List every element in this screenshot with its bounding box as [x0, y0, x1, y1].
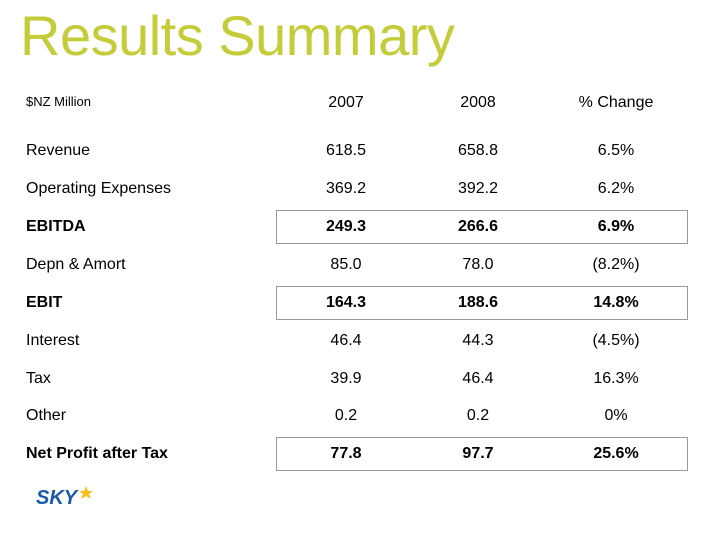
cell-v2008: 46.4: [462, 370, 494, 387]
row-label: Interest: [26, 332, 80, 349]
cell-v2008: 0.2: [466, 407, 490, 424]
row-label: Tax: [26, 370, 51, 387]
highlight-box: [276, 437, 688, 471]
table-row: Depn & Amort 85.0 78.0 (8.2%): [0, 247, 720, 283]
cell-v2007: 46.4: [330, 332, 362, 349]
table-row: Interest 46.4 44.3 (4.5%): [0, 323, 720, 359]
logo-text: SKY: [36, 487, 79, 509]
cell-v2007: 77.8: [330, 445, 362, 462]
cell-v2007: 164.3: [325, 294, 367, 311]
cell-change: 0%: [604, 407, 628, 424]
column-header-2007: 2007: [328, 94, 364, 111]
cell-change: 6.5%: [597, 142, 635, 159]
cell-v2008: 392.2: [457, 180, 499, 197]
row-label: Operating Expenses: [26, 180, 171, 197]
cell-change: 16.3%: [593, 370, 639, 387]
cell-v2007: 618.5: [325, 142, 367, 159]
row-label: Other: [26, 407, 67, 424]
cell-v2007: 0.2: [334, 407, 358, 424]
highlight-box: [276, 210, 688, 244]
cell-change: 14.8%: [593, 294, 639, 311]
column-header-2008: 2008: [460, 94, 496, 111]
table-row: Other 0.2 0.2 0%: [0, 398, 720, 434]
cell-v2008: 266.6: [457, 218, 499, 235]
cell-v2008: 658.8: [457, 142, 499, 159]
cell-change: 6.2%: [597, 180, 635, 197]
row-label: Depn & Amort: [26, 256, 126, 273]
table-row: Revenue 618.5 658.8 6.5%: [0, 133, 720, 169]
cell-v2008: 97.7: [462, 445, 494, 462]
table-row: Tax 39.9 46.4 16.3%: [0, 361, 720, 397]
table-row: Operating Expenses 369.2 392.2 6.2%: [0, 171, 720, 207]
column-header-change: % Change: [578, 94, 654, 111]
cell-v2007: 39.9: [330, 370, 362, 387]
cell-change: 25.6%: [593, 445, 639, 462]
cell-v2008: 78.0: [462, 256, 494, 273]
highlight-box: [276, 286, 688, 320]
table-row: EBITDA 249.3 266.6 6.9%: [0, 209, 720, 245]
cell-v2007: 85.0: [330, 256, 362, 273]
page-title: Results Summary: [20, 4, 455, 67]
unit-label: $NZ Million: [26, 94, 92, 109]
cell-change: 6.9%: [597, 218, 635, 235]
row-label: Revenue: [26, 142, 91, 159]
table-row: EBIT 164.3 188.6 14.8%: [0, 285, 720, 321]
row-label: EBIT: [26, 294, 63, 311]
cell-v2007: 369.2: [325, 180, 367, 197]
sky-logo: SKY: [36, 486, 93, 509]
table-row: Net Profit after Tax 77.8 97.7 25.6%: [0, 436, 720, 472]
cell-v2008: 188.6: [457, 294, 499, 311]
cell-change: (8.2%): [592, 256, 640, 273]
cell-v2008: 44.3: [462, 332, 494, 349]
logo-star-icon: [79, 486, 93, 499]
row-label: EBITDA: [26, 218, 86, 235]
cell-v2007: 249.3: [325, 218, 367, 235]
cell-change: (4.5%): [592, 332, 640, 349]
row-label: Net Profit after Tax: [26, 445, 168, 462]
